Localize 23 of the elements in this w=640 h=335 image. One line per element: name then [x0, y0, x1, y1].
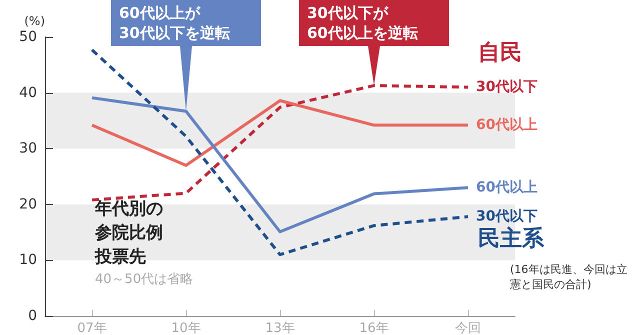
- series-label: 60代以上: [476, 180, 538, 196]
- series-label: 60代以上: [476, 117, 538, 134]
- y-tick-label: 20: [19, 196, 37, 212]
- y-tick-label: 0: [28, 308, 37, 324]
- x-tick-label: 13年: [265, 321, 295, 335]
- x-tick-label: 16年: [359, 321, 389, 335]
- y-tick-label: 50: [19, 29, 37, 45]
- annotation: 60代以上が 30代以下を逆転: [119, 4, 230, 42]
- x-tick-label: 07年: [77, 321, 107, 335]
- text: 40～50代は省略: [95, 272, 194, 287]
- y-tick-label: 40: [19, 84, 37, 101]
- y-tick-label: 30: [19, 140, 37, 157]
- annotation: 民主系: [478, 226, 545, 252]
- x-tick-label: 10年: [171, 321, 201, 335]
- text: 年代別の参院比例投票先: [94, 199, 163, 267]
- annotation: 自民: [478, 40, 522, 66]
- y-tick-label: 10: [19, 252, 37, 268]
- x-tick-label: 今回: [455, 321, 481, 335]
- annotation: 30代以下が 60代以上を逆転: [307, 4, 418, 42]
- series-label: 30代以下: [476, 79, 538, 96]
- y-axis-title: (%): [24, 14, 45, 28]
- series-label: 30代以下: [476, 208, 538, 225]
- annotation: (16年は民進、今回は立憲と国民の合計): [509, 263, 628, 291]
